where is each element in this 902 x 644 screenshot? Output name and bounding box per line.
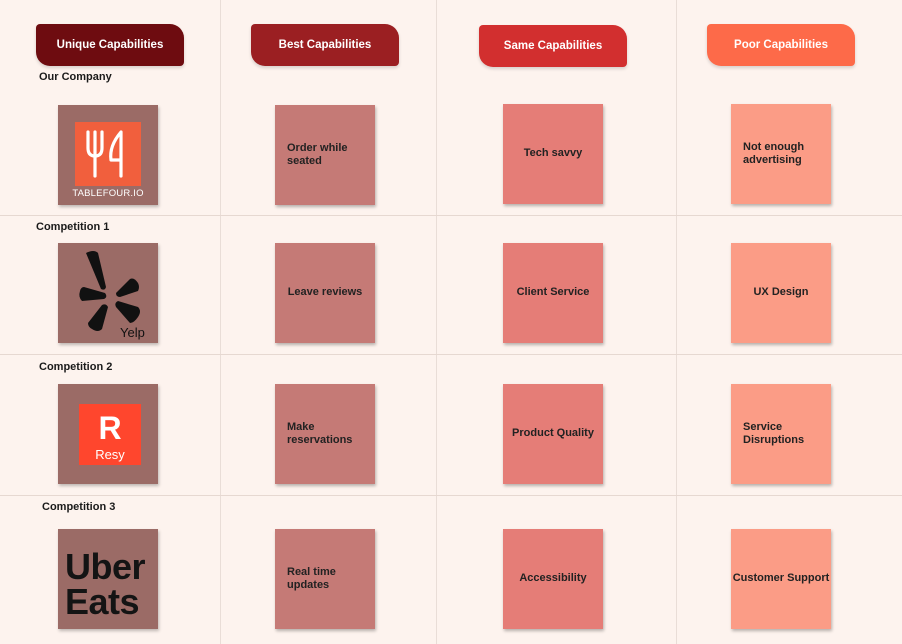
resy-logo: R Resy xyxy=(58,384,158,484)
column-divider xyxy=(676,0,677,644)
sticky-note-text: Service Disruptions xyxy=(743,420,805,446)
sticky-note-text: Real time updates xyxy=(287,565,336,591)
sticky-note-poor[interactable]: Customer Support xyxy=(731,529,831,629)
resy-r-mark: R xyxy=(98,410,122,446)
sticky-note-best[interactable]: Leave reviews xyxy=(275,243,375,343)
sticky-note-poor[interactable]: UX Design xyxy=(731,243,831,343)
row-divider xyxy=(0,354,902,355)
header-best-capabilities: Best Capabilities xyxy=(251,24,399,66)
sticky-note-same[interactable]: Product Quality xyxy=(503,384,603,484)
sticky-note-best[interactable]: Real time updates xyxy=(275,529,375,629)
sticky-note-text: Product Quality xyxy=(512,427,594,440)
header-same-capabilities: Same Capabilities xyxy=(479,25,627,67)
sticky-note-text: Make reservations xyxy=(287,420,353,446)
row-divider xyxy=(0,215,902,216)
yelp-logo: Yelp xyxy=(58,243,158,343)
uber-wordmark: Uber xyxy=(65,546,146,587)
sticky-note-same[interactable]: Tech savvy xyxy=(503,104,603,204)
sticky-note-text: Leave reviews xyxy=(287,286,363,299)
sticky-note-text: Order while seated xyxy=(287,141,348,167)
sticky-note-text: Client Service xyxy=(516,286,590,299)
sticky-note-best[interactable]: Make reservations xyxy=(275,384,375,484)
resy-logo-box: R Resy xyxy=(79,404,141,465)
sticky-note-text: Customer Support xyxy=(732,572,830,585)
row-label-competition-1: Competition 1 xyxy=(36,221,110,233)
row-label-competition-2: Competition 2 xyxy=(39,361,113,373)
sticky-note-same[interactable]: Client Service xyxy=(503,243,603,343)
column-divider xyxy=(220,0,221,644)
header-poor-capabilities: Poor Capabilities xyxy=(707,24,855,66)
yelp-burst-icon xyxy=(79,251,140,331)
sticky-note-poor[interactable]: Not enough advertising xyxy=(731,104,831,204)
tablefour-logo: TABLEFOUR.IO xyxy=(58,105,158,205)
sticky-note-text: Tech savvy xyxy=(523,147,583,160)
sticky-note-text: Not enough advertising xyxy=(743,140,805,166)
uber-eats-logo: Uber Eats xyxy=(58,529,158,629)
fork-knife-icon xyxy=(75,122,141,186)
eats-wordmark: Eats xyxy=(65,581,140,622)
sticky-note-same[interactable]: Accessibility xyxy=(503,529,603,629)
row-divider xyxy=(0,495,902,496)
column-divider xyxy=(436,0,437,644)
sticky-note-text: Accessibility xyxy=(519,572,587,585)
row-label-competition-3: Competition 3 xyxy=(42,501,116,513)
resy-wordmark: Resy xyxy=(95,447,125,462)
tablefour-wordmark: TABLEFOUR.IO xyxy=(72,188,144,199)
yelp-wordmark: Yelp xyxy=(120,325,145,340)
header-unique-capabilities: Unique Capabilities xyxy=(36,24,184,66)
sticky-note-poor[interactable]: Service Disruptions xyxy=(731,384,831,484)
sticky-note-best[interactable]: Order while seated xyxy=(275,105,375,205)
row-label-our-company: Our Company xyxy=(39,71,112,83)
sticky-note-text: UX Design xyxy=(753,286,809,299)
